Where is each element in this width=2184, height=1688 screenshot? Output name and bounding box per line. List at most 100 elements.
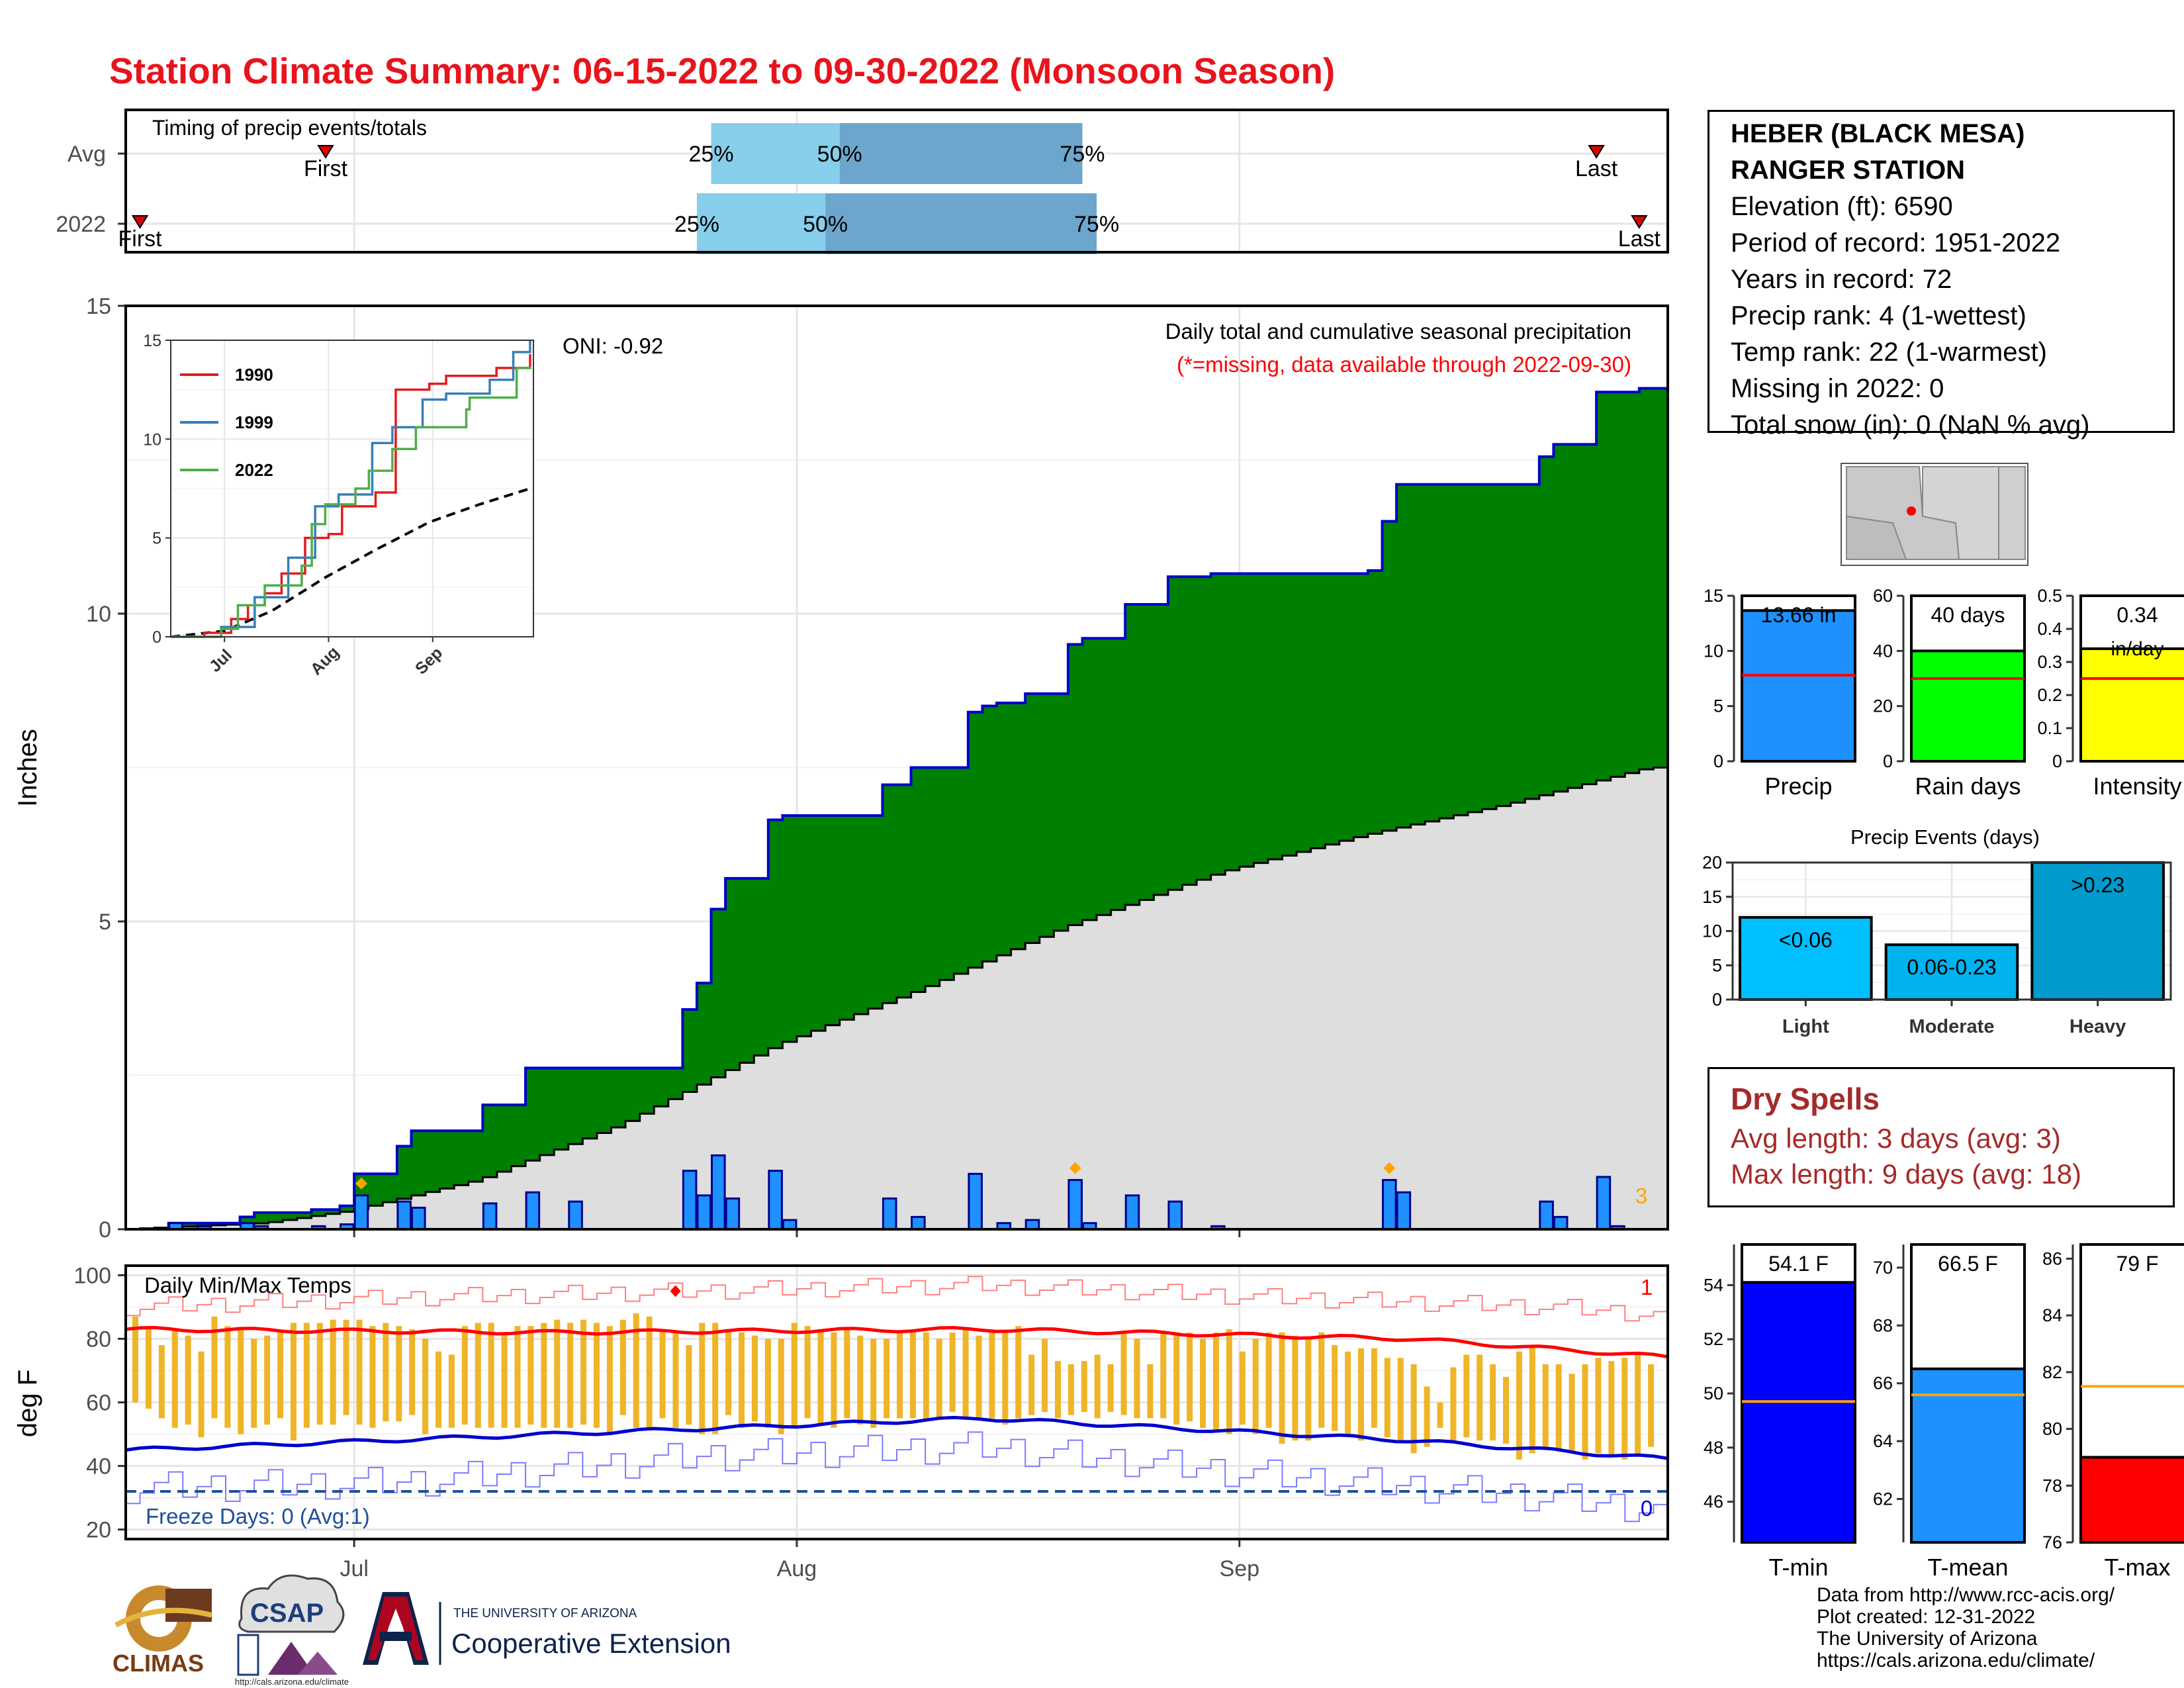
record-low-count: 0	[1641, 1496, 1653, 1521]
daily-precip-bar	[353, 1194, 369, 1231]
cumulative-2022-line	[126, 387, 1668, 1231]
daily-precip-bar	[1124, 1194, 1140, 1231]
orange-marker	[1383, 1162, 1396, 1174]
temp-panel: Daily Min/Max Temps Freeze Days: 0 (Avg:1…	[13, 1263, 1669, 1581]
daily-temp-bar	[1042, 1338, 1048, 1412]
climas-logo-text: CLIMAS	[113, 1650, 204, 1677]
credit-line: Data from http://www.rcc-acis.org/	[1817, 1584, 2115, 1606]
compare-ytick-label: 76	[2042, 1532, 2062, 1552]
daily-temp-bar	[541, 1323, 547, 1428]
daily-temp-bar	[884, 1338, 890, 1419]
compare-value-label: 13.66 in	[1761, 603, 1837, 627]
compare-category-label: Rain days	[1915, 773, 2021, 800]
daily-temp-bar	[1477, 1354, 1483, 1441]
daily-temp-bar	[1516, 1351, 1522, 1460]
compare-ytick-label: 0	[2052, 751, 2062, 771]
dry-spells-box: Dry Spells Avg length: 3 days (avg: 3) M…	[1707, 1067, 2175, 1207]
temp-ytick-label: 80	[86, 1327, 111, 1352]
daily-temp-bar	[817, 1329, 824, 1425]
daily-temp-bar	[1212, 1332, 1219, 1431]
compare-value-label: 79 F	[2116, 1252, 2158, 1276]
precip-ytick-label: 15	[86, 294, 111, 319]
events-bar-label: 0.06-0.23	[1907, 955, 1996, 979]
timing-q75-label: 75%	[1074, 212, 1119, 237]
daily-temp-bar	[764, 1338, 771, 1428]
daily-temp-bar	[1015, 1326, 1022, 1419]
daily-temp-bar	[1490, 1364, 1496, 1441]
station-missing: Missing in 2022: 0	[1731, 374, 1944, 403]
timing-q75-label: 75%	[1060, 142, 1105, 167]
events-ytick-label: 20	[1702, 853, 1722, 872]
daily-temp-bar	[1292, 1335, 1298, 1441]
daily-temp-bar	[356, 1319, 363, 1425]
compare-ytick-label: 0.1	[2037, 718, 2062, 738]
daily-precip-bar	[682, 1170, 698, 1231]
daily-temp-bar	[1608, 1361, 1615, 1457]
daily-temp-bar	[171, 1329, 178, 1428]
precip-events-panel: 0 5 10 15 20 <0.06 Light 0.06-0.23 Moderate >0.23…	[1702, 825, 2172, 1037]
daily-precip-bar	[1539, 1200, 1554, 1231]
daily-temp-bar	[1028, 1354, 1035, 1415]
daily-temp-bar	[1410, 1364, 1417, 1454]
daily-temp-bar	[1582, 1364, 1588, 1460]
precip-panel-title: Daily total and cumulative seasonal prec…	[1165, 319, 1631, 344]
daily-temp-bar	[844, 1329, 850, 1419]
ua-line2-text: Cooperative Extension	[451, 1628, 731, 1659]
compare-ytick-label: 0.2	[2037, 685, 2062, 705]
daily-temp-bar	[1463, 1354, 1470, 1438]
daily-precip-bar	[1068, 1179, 1083, 1231]
daily-temp-bar	[804, 1326, 811, 1419]
daily-temp-bar	[1002, 1332, 1009, 1425]
daily-temp-bar	[897, 1332, 903, 1419]
compare-value-label: 66.5 F	[1938, 1252, 1998, 1276]
daily-temp-bar	[1371, 1348, 1377, 1428]
dry-spells-avg: Avg length: 3 days (avg: 3)	[1731, 1123, 2061, 1154]
daily-precip-bar	[968, 1172, 983, 1231]
daily-temp-bar	[778, 1338, 784, 1434]
daily-temp-bar	[1107, 1364, 1114, 1412]
station-precip-rank: Precip rank: 4 (1-wettest)	[1731, 301, 2026, 330]
daily-temp-bar	[1134, 1338, 1140, 1419]
daily-temp-bar	[409, 1329, 416, 1415]
events-ytick-label: 15	[1702, 887, 1722, 907]
daily-temp-bar	[1226, 1329, 1232, 1434]
daily-temp-bar	[448, 1354, 455, 1428]
daily-precip-bar	[882, 1197, 897, 1231]
compare-category-label: Precip	[1764, 773, 1832, 800]
timing-last-label: Last	[1575, 156, 1618, 181]
inset-border	[170, 340, 534, 637]
daily-temp-bar	[1450, 1367, 1457, 1441]
compare-value-label: 54.1 F	[1768, 1252, 1829, 1276]
compare-value-bar	[1741, 609, 1856, 763]
precip-plot-border	[124, 305, 1669, 1231]
compare-ytick-label: 68	[1873, 1315, 1893, 1335]
compare-ytick-label: 48	[1704, 1438, 1723, 1458]
timing-q50-q75-bar	[825, 193, 1097, 254]
daily-temp-bar	[725, 1329, 732, 1415]
station-snow: Total snow (in): 0 (NaN % avg)	[1731, 410, 2090, 440]
csap-logo-text: CSAP	[250, 1599, 324, 1628]
daily-temp-bar	[316, 1323, 323, 1425]
record-high-marker	[670, 1285, 681, 1297]
compare-ytick-label: 66	[1873, 1374, 1893, 1393]
daily-temp-bar	[185, 1335, 191, 1425]
precip-panel-subtitle: (*=missing, data available through 2022-…	[1177, 352, 1631, 377]
daily-temp-bar	[791, 1323, 797, 1428]
compare-ytick-label: 0	[1713, 751, 1723, 771]
daily-temp-bar	[501, 1332, 508, 1428]
compare-value-bar	[2079, 1456, 2184, 1544]
daily-temp-bar	[1200, 1338, 1206, 1428]
temp-xtick-label: Aug	[777, 1556, 817, 1581]
ua-line1-text: THE UNIVERSITY OF ARIZONA	[453, 1607, 637, 1620]
events-category-label: Light	[1782, 1016, 1829, 1037]
daily-temp-bar	[277, 1332, 284, 1419]
daily-temp-bar	[1397, 1358, 1404, 1441]
station-elevation: Elevation (ft): 6590	[1731, 192, 1953, 221]
station-name-line2: RANGER STATION	[1731, 156, 1966, 185]
compare-category-label: T-mean	[1927, 1554, 2008, 1581]
daily-temp-bar	[290, 1323, 296, 1441]
events-bar-label: >0.23	[2071, 873, 2124, 897]
logos: CLIMAS CSAP http://cals.arizona.edu/clim…	[113, 1574, 731, 1687]
inset-ytick-label: 10	[143, 430, 161, 449]
timing-q50-label: 50%	[803, 212, 848, 237]
